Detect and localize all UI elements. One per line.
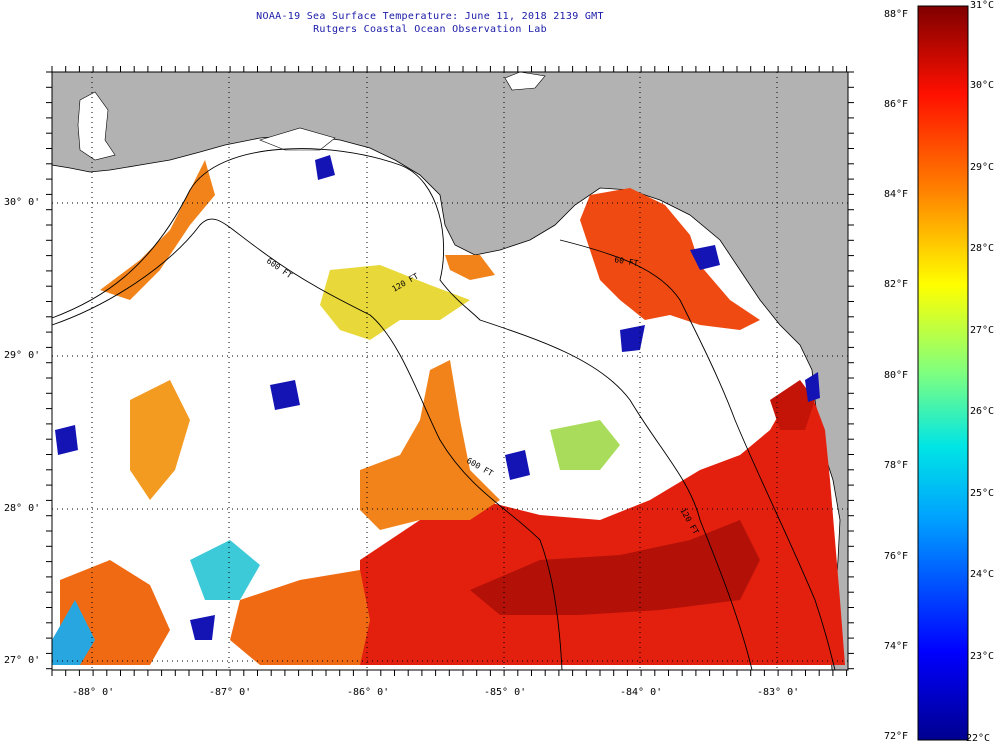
colorbar-f-label: 84°F [884, 189, 909, 200]
colorbar-c-label: 25°C [970, 488, 995, 499]
colorbar-c-label: 22°C [966, 733, 991, 744]
map-subtitle: Rutgers Coastal Ocean Observation Lab [313, 24, 547, 35]
lat-label: 28° 0' [4, 503, 41, 514]
lon-label: -87° 0' [209, 687, 252, 698]
colorbar-c-label: 29°C [970, 162, 995, 173]
colorbar-f-label: 76°F [884, 551, 909, 562]
lon-label: -83° 0' [757, 687, 800, 698]
lon-label: -84° 0' [620, 687, 663, 698]
lat-label: 30° 0' [4, 197, 41, 208]
lon-label: -86° 0' [347, 687, 390, 698]
lon-label: -85° 0' [484, 687, 527, 698]
colorbar-c-label: 27°C [970, 325, 995, 336]
lat-label: 29° 0' [4, 350, 41, 361]
colorbar-c-label: 28°C [970, 243, 995, 254]
colorbar-f-label: 86°F [884, 99, 909, 110]
land-area [51, 71, 849, 671]
colorbar-c-label: 24°C [970, 569, 995, 580]
colorbar-c-label: 31°C [970, 0, 995, 11]
colorbar-c-label: 26°C [970, 406, 995, 417]
frame-ticks [46, 66, 854, 676]
colorbar-f-label: 72°F [884, 731, 909, 742]
lat-label: 27° 0' [4, 655, 41, 666]
contour-label: 60 FT [614, 255, 639, 268]
colorbar-f-label: 74°F [884, 641, 909, 652]
map-title: NOAA-19 Sea Surface Temperature: June 11… [256, 11, 604, 22]
colorbar-c-label: 23°C [970, 651, 995, 662]
colorbar-f-label: 88°F [884, 9, 909, 20]
sst-cold-patches [55, 155, 820, 640]
sst-hot-region [360, 188, 845, 665]
colorbar-f-label: 80°F [884, 370, 909, 381]
sst-cool-region [52, 265, 620, 665]
bathymetry-contours [51, 148, 836, 671]
colorbar-c-label: 30°C [970, 80, 995, 91]
colorbar-f-label: 78°F [884, 460, 909, 471]
colorbar-f-label: 82°F [884, 279, 909, 290]
bays [77, 71, 546, 161]
sst-warm-region [60, 160, 500, 665]
lon-label: -88° 0' [72, 687, 115, 698]
